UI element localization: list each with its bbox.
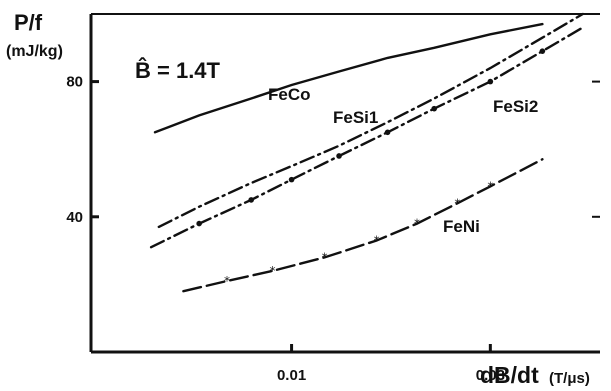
- series-label-feco: FeCo: [268, 85, 311, 104]
- series-line-feco: [153, 22, 544, 134]
- series-label-fesi1: FeSi1: [333, 108, 378, 127]
- data-point: [248, 197, 255, 203]
- x-axis-unit: (T/μs): [549, 370, 590, 387]
- y-axis-unit: (mJ/kg): [6, 43, 63, 60]
- data-point: [384, 129, 391, 136]
- series-feni: * * * * * * * FeNi: [182, 158, 544, 293]
- data-point: *: [454, 196, 460, 210]
- series-fesi2: FeSi2: [149, 26, 584, 249]
- x-axis-label: dB/dt: [480, 362, 539, 388]
- series-line-feni: [182, 158, 544, 293]
- x-tick-label: 0.03: [476, 367, 505, 384]
- y-axis-label: P/f: [14, 10, 43, 35]
- series-label-fesi2: FeSi2: [493, 97, 538, 116]
- data-point: [431, 105, 438, 112]
- data-point: [336, 153, 342, 159]
- data-point: [196, 220, 202, 227]
- series-line-fesi1: [157, 12, 584, 229]
- data-point: [487, 78, 494, 85]
- series-feco: FeCo: [153, 22, 544, 134]
- data-point: *: [270, 264, 276, 278]
- x-tick-label: 0.01: [277, 367, 306, 384]
- data-point: [288, 176, 295, 183]
- series-layer: FeCo FeSi1 FeSi2 * * * * * * * FeNi: [149, 12, 584, 293]
- axis-ticks: 40 80 0.01 0.03: [66, 74, 600, 384]
- series-label-feni: FeNi: [443, 217, 480, 236]
- y-tick-label: 40: [66, 209, 83, 226]
- data-point: *: [487, 179, 493, 193]
- series-line-fesi2: [149, 26, 584, 249]
- flux-density-annotation: B̂ = 1.4T: [135, 57, 221, 83]
- series-fesi1: FeSi1: [157, 12, 584, 229]
- data-point: *: [224, 274, 230, 288]
- y-tick-label: 80: [66, 74, 83, 91]
- data-point: *: [322, 250, 328, 264]
- data-point: *: [414, 217, 420, 231]
- data-point: [539, 48, 546, 54]
- data-point: *: [374, 233, 380, 247]
